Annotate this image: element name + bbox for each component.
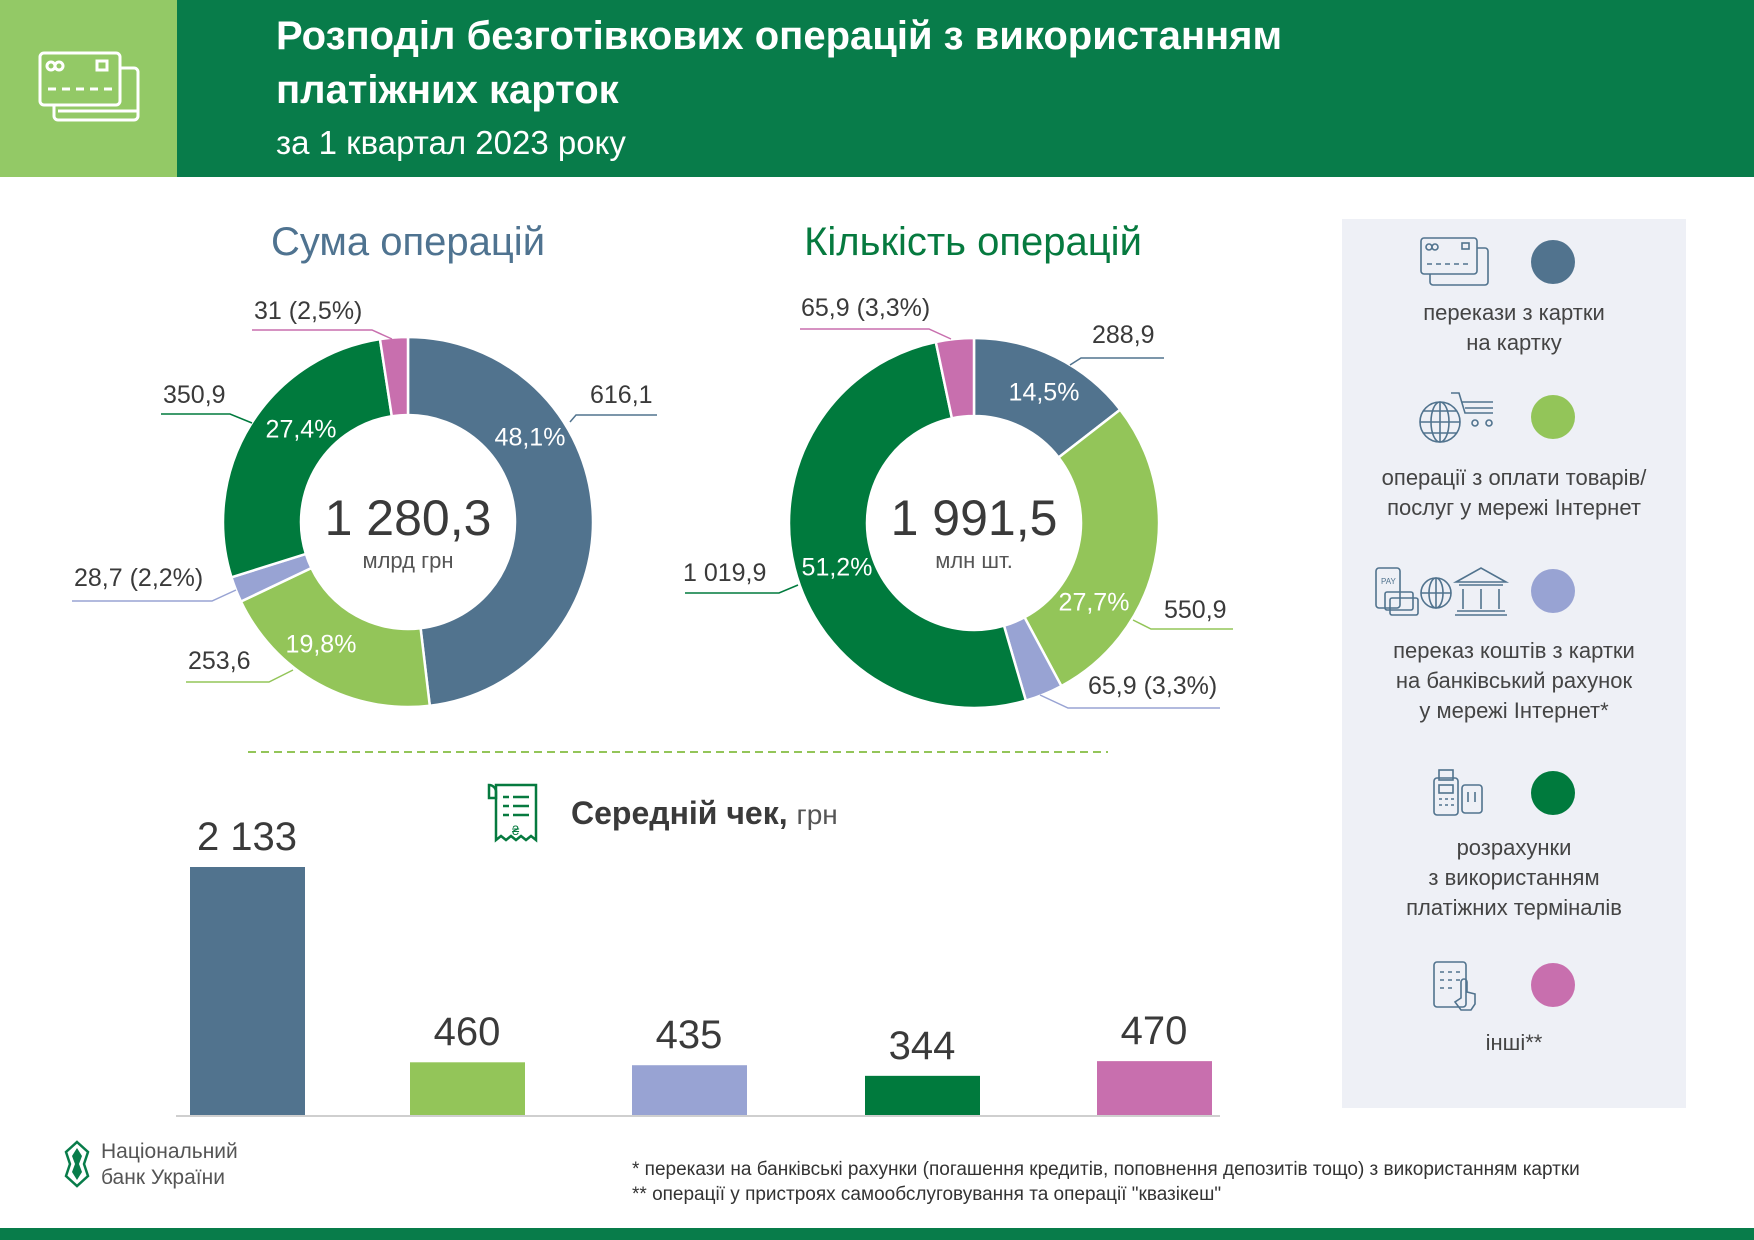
count-chart-title: Кількість операцій: [804, 220, 1142, 264]
count-label-other: 65,9 (3,3%): [801, 294, 931, 322]
page-title-line1: Розподіл безготівкових операцій з викори…: [276, 14, 1283, 58]
legend-panel: [1342, 219, 1686, 1108]
count-total: 1 991,5: [890, 490, 1058, 546]
nbu-logo-emblem: [64, 1140, 90, 1188]
avg-check-title: Середній чек, грн: [571, 795, 838, 832]
bar-value-label: 344: [888, 1023, 956, 1068]
page-subtitle: за 1 квартал 2023 року: [276, 124, 626, 161]
sum-total: 1 280,3: [324, 490, 492, 546]
sum-unit: млрд грн: [362, 548, 454, 573]
avg-check-title-main: Середній чек,: [571, 795, 788, 831]
count-unit: млн шт.: [935, 548, 1013, 573]
leader-line-internet-count: [1132, 619, 1233, 630]
legend-dot-card-to-card: [1531, 240, 1575, 284]
donut-slice: [406, 335, 595, 708]
sum-label-internet: 253,6: [188, 647, 251, 675]
bar-value-label: 2 133: [196, 815, 298, 859]
legend-dot-other: [1531, 963, 1575, 1007]
donut-slice: [239, 566, 432, 709]
count-pct-card-to-card: 14,5%: [1008, 378, 1080, 407]
sum-pct-internet: 19,8%: [285, 630, 357, 659]
avg-check-unit: грн: [796, 799, 838, 830]
sum-label-terminals: 350,9: [163, 381, 226, 409]
legend-label-card-to-account: переказ коштів з картки на банківський р…: [1342, 636, 1686, 726]
legend-dot-card-to-account: [1531, 569, 1575, 613]
footnote-1: * перекази на банківські рахунки (погаше…: [632, 1159, 1580, 1180]
legend-line: операції з оплати товарів/: [1381, 465, 1647, 490]
sum-chart-title: Сума операцій: [270, 220, 546, 264]
leader-line-other-sum: [252, 329, 393, 340]
credit-cards-icon: [38, 51, 140, 122]
header-icon-box: [0, 0, 177, 177]
leader-line-internet-sum: [186, 669, 294, 683]
logo-line1: Національний: [101, 1140, 238, 1163]
tablet-touch-icon: [1433, 961, 1476, 1011]
legend-line: розрахунки: [1456, 835, 1572, 860]
count-pct-internet: 27,7%: [1058, 588, 1130, 617]
legend-line: платіжних терміналів: [1406, 895, 1622, 920]
svg-text:₴: ₴: [512, 823, 520, 838]
legend-dot-terminals: [1531, 771, 1575, 815]
donut-slice: [934, 336, 976, 420]
legend-line: на картку: [1466, 330, 1562, 355]
donut-slice: [787, 340, 1028, 710]
donut-slice: [1022, 407, 1161, 688]
legend-label-other: інші**: [1342, 1028, 1686, 1058]
leader-line-other-count: [800, 328, 952, 340]
leader-line-card-sum: [569, 414, 657, 423]
bar-value-label: 460: [433, 1010, 501, 1055]
count-label-terminals: 1 019,9: [683, 559, 767, 587]
sum-label-card-to-account: 28,7 (2,2%): [74, 564, 204, 592]
credit-cards-icon: [1420, 237, 1489, 286]
count-label-internet: 550,9: [1164, 596, 1227, 624]
leader-line-terminals-count: [685, 584, 799, 594]
legend-line: переказ коштів з картки: [1393, 638, 1635, 663]
bar: [410, 1062, 525, 1116]
leader-line-terminals-sum: [161, 413, 253, 424]
globe-cart-icon: [1419, 392, 1493, 443]
count-donut: [787, 336, 1161, 710]
legend-line: у мережі Інтернет*: [1419, 698, 1609, 723]
bar: [632, 1065, 747, 1116]
legend-line: перекази з картки: [1423, 300, 1605, 325]
receipt-icon: ₴: [487, 783, 538, 843]
bar: [190, 867, 305, 1116]
legend-label-card-to-card: перекази з картки на картку: [1342, 298, 1686, 358]
logo-line2: банк України: [101, 1166, 225, 1189]
legend-line: інші**: [1485, 1030, 1543, 1055]
sum-pct-terminals: 27,4%: [265, 415, 337, 444]
sum-pct-card-to-card: 48,1%: [494, 423, 566, 452]
footnote-2: ** операції у пристроях самообслуговуван…: [632, 1184, 1222, 1205]
legend-label-terminals: розрахунки з використанням платіжних тер…: [1342, 833, 1686, 923]
page-title-line2: платіжних карток: [276, 68, 619, 112]
sum-label-other: 31 (2,5%): [254, 297, 363, 325]
legend-line: на банківський рахунок: [1395, 668, 1633, 693]
header-banner: [0, 0, 1754, 177]
avg-check-bars: [190, 867, 1212, 1116]
leader-line-card-count: [1069, 357, 1164, 366]
payment-terminal-icon: [1433, 769, 1483, 816]
bar-value-label: 435: [655, 1013, 723, 1058]
footer-bar: [0, 1228, 1754, 1240]
donut-slice: [221, 337, 394, 579]
sum-donut: [221, 335, 595, 709]
leader-line-account-sum: [72, 589, 237, 602]
bar: [1097, 1061, 1212, 1116]
leader-line-account-count: [1039, 694, 1220, 709]
legend-line: послуг у мережі Інтернет: [1387, 495, 1641, 520]
sum-label-card-to-card: 616,1: [590, 381, 653, 409]
count-pct-terminals: 51,2%: [801, 553, 873, 582]
legend-line: з використанням: [1428, 865, 1600, 890]
legend-dot-internet: [1531, 395, 1575, 439]
svg-text:PAY: PAY: [1381, 577, 1396, 586]
legend-label-internet: операції з оплати товарів/ послуг у мере…: [1342, 463, 1686, 523]
phone-pay-bank-icon: PAY: [1375, 567, 1510, 616]
nbu-logo-text: Національний банк України: [101, 1139, 238, 1191]
bar-value-label: 470: [1120, 1009, 1188, 1054]
bar: [865, 1075, 980, 1116]
count-label-card-to-card: 288,9: [1092, 321, 1155, 349]
count-label-card-to-account: 65,9 (3,3%): [1088, 672, 1218, 700]
